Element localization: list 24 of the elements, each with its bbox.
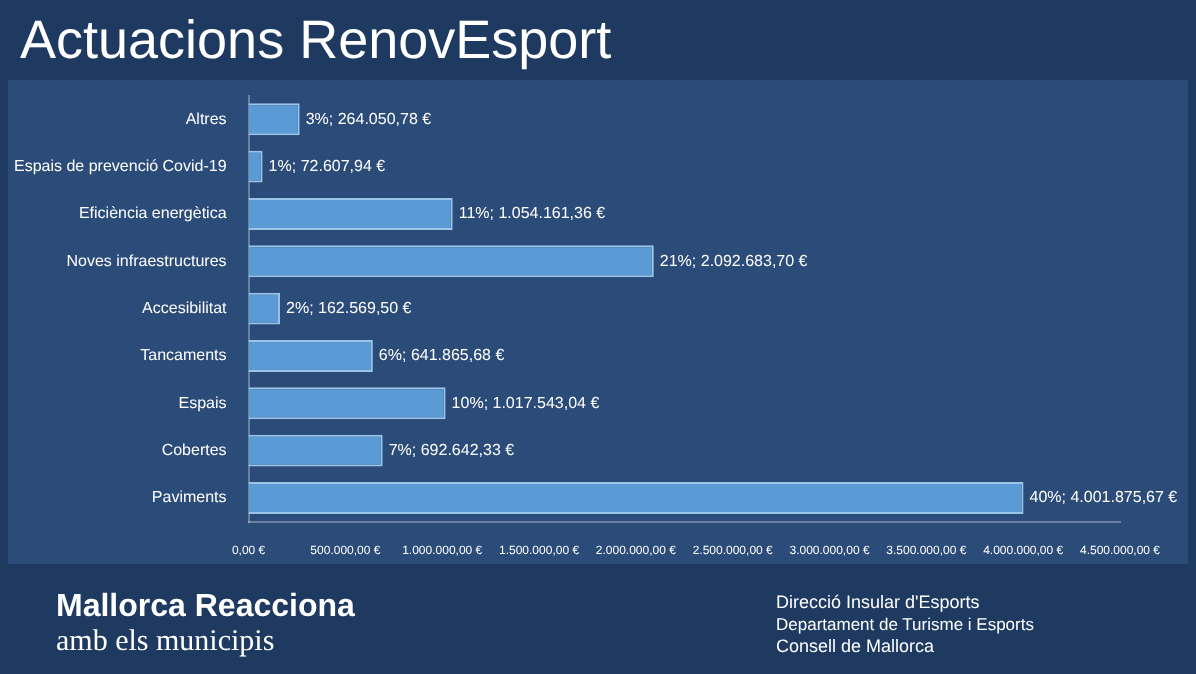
- data-label: 11%; 1.054.161,36 €: [458, 204, 607, 223]
- y-tick-label: Tancaments: [140, 346, 227, 365]
- data-label: 6%; 641.865,68 €: [378, 346, 506, 365]
- data-label: 1%; 72.607,94 €: [268, 157, 387, 176]
- data-label: 2%; 162.569,50 €: [286, 299, 413, 318]
- text: Mallorca Reacciona: [56, 590, 355, 626]
- data-label: 7%; 692.642,33 €: [388, 441, 516, 460]
- y-tick-label: Paviments: [151, 488, 227, 507]
- y-tick-label: Espais de prevenció Covid-19: [14, 157, 228, 176]
- text: Departament de Turisme i Esports: [776, 614, 1034, 634]
- chart-title: Actuacions RenovEsport: [18, 8, 614, 74]
- text: Direcció Insular d'Esports: [776, 592, 980, 612]
- data-label: 40%; 4.001.875,67 €: [1029, 488, 1179, 507]
- y-tick-label: Noves infraestructures: [66, 251, 227, 270]
- y-tick-label: Accesibilitat: [142, 299, 229, 318]
- y-tick-label: Altres: [185, 109, 227, 128]
- data-label: 21%; 2.092.683,70 €: [659, 251, 809, 270]
- y-tick-label: Eficiència energètica: [78, 204, 228, 223]
- text: Consell de Mallorca: [776, 636, 935, 656]
- text: amb els municipis: [56, 626, 275, 660]
- data-label: 3%; 264.050,78 €: [305, 109, 433, 128]
- data-label: 10%; 1.017.543,04 €: [451, 393, 601, 412]
- y-tick-label: Cobertes: [161, 441, 227, 460]
- y-tick-label: Espais: [178, 393, 227, 412]
